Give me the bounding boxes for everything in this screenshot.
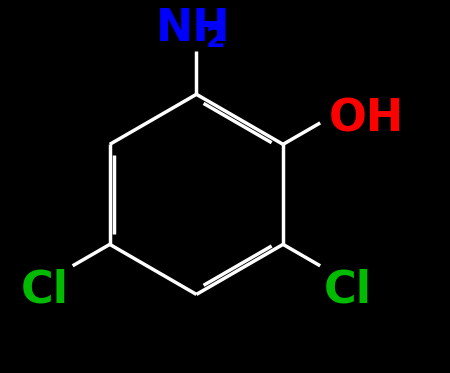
Text: 2: 2 (206, 25, 226, 53)
Text: OH: OH (329, 98, 405, 141)
Text: Cl: Cl (21, 269, 69, 312)
Text: NH: NH (156, 7, 230, 50)
Text: Cl: Cl (324, 269, 372, 312)
